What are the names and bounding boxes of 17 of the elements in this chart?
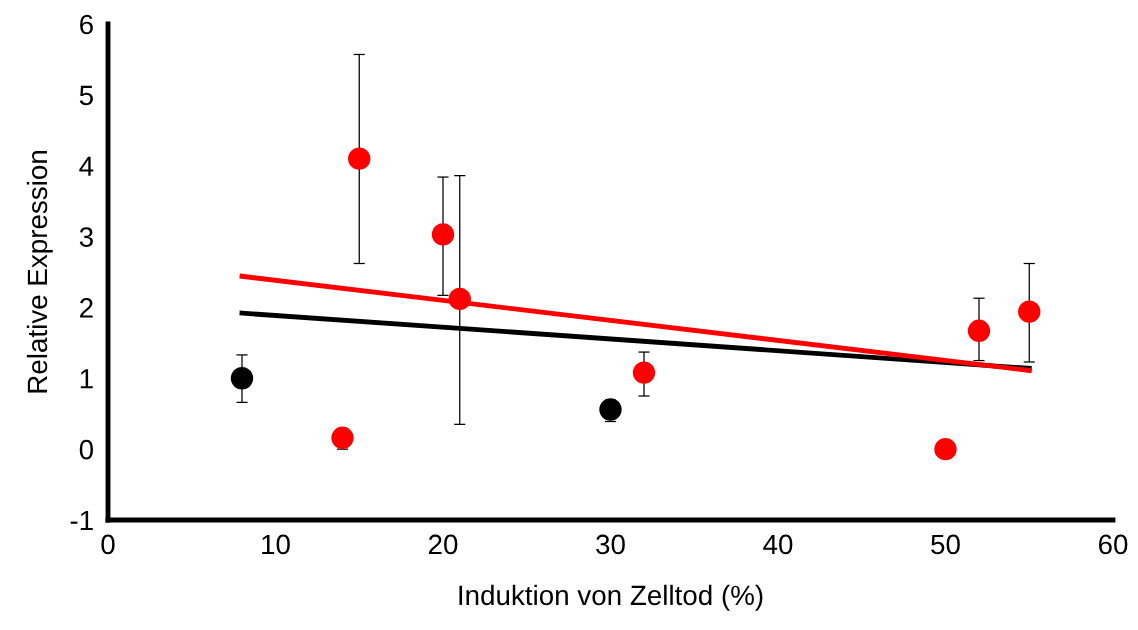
y-tick-label: -1 bbox=[70, 510, 93, 531]
x-tick-label: 0 bbox=[101, 534, 115, 555]
x-tick-label: 20 bbox=[428, 534, 458, 555]
y-tick-label: 4 bbox=[79, 156, 94, 176]
x-tick-label: 40 bbox=[763, 534, 793, 555]
x-tick-label: 10 bbox=[262, 534, 290, 555]
y-axis-title: Relative Expression bbox=[26, 151, 53, 393]
y-tick-label: 2 bbox=[80, 298, 93, 318]
y-tick-label: 5 bbox=[79, 85, 93, 106]
x-axis-title: Induktion von Zelltod (%) bbox=[459, 584, 763, 611]
x-tick-label: 60 bbox=[1098, 534, 1128, 555]
y-tick-label: 3 bbox=[79, 227, 93, 247]
x-tick-label: 30 bbox=[596, 534, 625, 555]
x-tick-label: 50 bbox=[931, 534, 960, 555]
y-tick-label: 0 bbox=[79, 439, 94, 460]
y-tick-label: 1 bbox=[80, 369, 93, 389]
y-tick-label: 6 bbox=[80, 14, 93, 35]
